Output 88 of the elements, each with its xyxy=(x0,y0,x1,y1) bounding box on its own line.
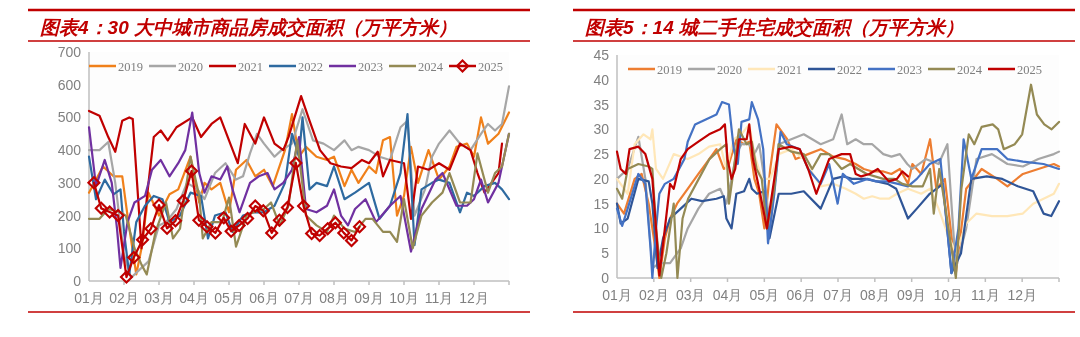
point xyxy=(143,221,158,236)
point xyxy=(312,228,327,243)
legend-label: 2024 xyxy=(957,62,983,77)
x-tick-label: 08月 xyxy=(860,287,890,303)
y-tick-label: 500 xyxy=(57,109,82,126)
point xyxy=(296,199,311,214)
x-tick-label: 02月 xyxy=(639,287,669,303)
point xyxy=(168,213,183,228)
legend-label: 2020 xyxy=(178,59,203,74)
point xyxy=(152,198,166,213)
x-tick-label: 10月 xyxy=(389,290,419,306)
point xyxy=(280,200,295,215)
point xyxy=(320,221,335,236)
y-tick-label: 700 xyxy=(57,44,82,60)
point xyxy=(199,219,214,234)
legend-label: 2025 xyxy=(1017,62,1042,77)
legend-label: 2021 xyxy=(777,62,802,77)
legend-label: 2025 xyxy=(478,59,503,74)
point xyxy=(135,232,150,247)
point xyxy=(328,215,343,230)
point xyxy=(111,208,126,223)
y-tick-label: 600 xyxy=(57,76,82,93)
x-tick-label: 05月 xyxy=(214,290,244,306)
point xyxy=(288,155,303,170)
point xyxy=(86,175,101,190)
legend-label: 2024 xyxy=(418,59,444,74)
point xyxy=(208,225,223,240)
y-tick-label: 40 xyxy=(593,71,610,88)
legend-label: 2019 xyxy=(118,59,143,74)
x-tick-label: 01月 xyxy=(74,290,104,306)
chart-title: 图表4：30 大中城市商品房成交面积（万平方米） xyxy=(40,17,457,38)
y-tick-label: 45 xyxy=(593,47,610,63)
y-tick-label: 0 xyxy=(601,270,610,286)
x-tick-label: 11月 xyxy=(424,290,454,306)
point xyxy=(256,203,271,218)
point xyxy=(119,270,134,285)
x-tick-label: 05月 xyxy=(749,287,780,303)
y-tick-label: 0 xyxy=(73,273,82,289)
x-tick-label: 04月 xyxy=(712,287,743,303)
point xyxy=(191,213,206,228)
legend-label: 2023 xyxy=(358,59,383,74)
x-tick-label: 10月 xyxy=(933,287,964,303)
point xyxy=(344,233,359,248)
point xyxy=(352,219,367,234)
y-tick-label: 5 xyxy=(601,245,610,262)
y-tick-label: 200 xyxy=(57,207,82,224)
point xyxy=(176,193,191,208)
legend-label: 2020 xyxy=(717,62,742,77)
x-tick-label: 04月 xyxy=(179,290,209,306)
x-tick-label: 02月 xyxy=(109,290,139,306)
y-tick-label: 100 xyxy=(57,240,82,257)
x-tick-label: 08月 xyxy=(319,290,349,306)
legend-label: 2023 xyxy=(897,62,922,77)
point xyxy=(272,213,287,228)
point xyxy=(126,250,141,265)
y-tick-label: 35 xyxy=(593,96,610,113)
y-tick-label: 25 xyxy=(593,146,610,163)
legend-label: 2022 xyxy=(298,59,323,74)
x-tick-label: 11月 xyxy=(971,287,1000,303)
point xyxy=(224,224,239,239)
x-tick-label: 06月 xyxy=(786,287,816,303)
x-tick-label: 03月 xyxy=(144,290,174,306)
chart-title: 图表5：14 城二手住宅成交面积（万平方米） xyxy=(585,17,964,38)
y-tick-label: 400 xyxy=(57,142,82,159)
x-tick-label: 07月 xyxy=(284,290,314,306)
y-tick-label: 10 xyxy=(593,220,610,237)
legend-label: 2019 xyxy=(657,62,682,77)
x-tick-label: 03月 xyxy=(675,287,706,303)
x-tick-label: 09月 xyxy=(354,290,384,306)
point xyxy=(216,210,231,225)
x-tick-label: 07月 xyxy=(823,287,853,303)
y-tick-label: 15 xyxy=(593,195,610,212)
x-tick-label: 12月 xyxy=(459,290,489,306)
y-tick-label: 300 xyxy=(57,174,82,191)
point xyxy=(232,218,247,233)
point xyxy=(240,211,255,226)
point xyxy=(184,164,199,179)
legend-label: 2021 xyxy=(238,59,263,74)
x-tick-label: 01月 xyxy=(602,287,632,303)
x-tick-label: 06月 xyxy=(249,290,279,306)
point xyxy=(336,225,351,240)
x-tick-label: 12月 xyxy=(1007,287,1037,303)
point xyxy=(160,221,175,236)
y-tick-label: 30 xyxy=(593,121,610,138)
y-tick-label: 20 xyxy=(593,170,610,187)
point xyxy=(264,225,279,240)
x-tick-label: 09月 xyxy=(896,287,927,303)
legend-label: 2022 xyxy=(837,62,862,77)
